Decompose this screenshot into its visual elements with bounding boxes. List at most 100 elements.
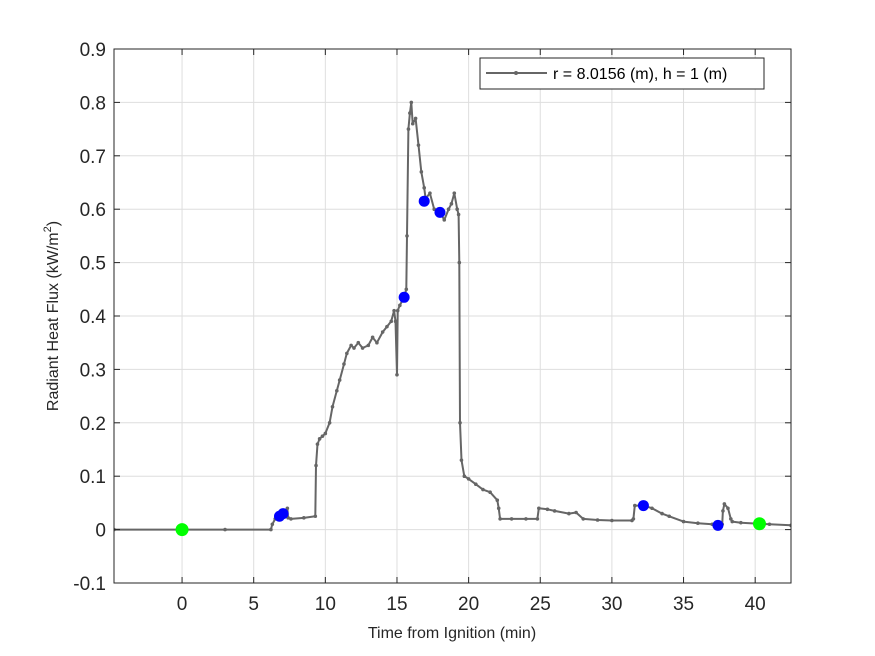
data-point — [581, 517, 586, 521]
axis-ticks — [114, 48, 791, 584]
data-point — [408, 111, 412, 115]
data-point — [392, 308, 396, 313]
data-point — [395, 372, 399, 377]
data-point — [223, 527, 227, 532]
data-point — [660, 511, 664, 516]
data-point — [335, 388, 339, 393]
data-point — [385, 324, 389, 329]
data-point — [696, 521, 700, 525]
data-point — [721, 509, 725, 513]
data-point — [449, 202, 454, 206]
data-point — [667, 514, 672, 519]
y-tick-label: 0.4 — [80, 307, 107, 328]
data-point — [409, 100, 414, 105]
data-point — [393, 319, 398, 324]
data-point — [610, 518, 614, 523]
data-point — [633, 503, 637, 508]
data-point — [595, 518, 600, 522]
data-point — [337, 378, 342, 382]
data-point — [509, 517, 514, 521]
data-point — [726, 506, 730, 511]
event-marker — [637, 500, 649, 512]
x-tick-label: 10 — [315, 594, 336, 615]
y-tick-label: 0.7 — [80, 147, 106, 168]
data-point — [404, 287, 409, 292]
data-point — [422, 186, 427, 190]
data-point — [405, 234, 409, 238]
data-point — [345, 351, 349, 356]
data-point — [410, 121, 415, 126]
data-point — [545, 507, 550, 512]
data-point — [380, 330, 385, 334]
data-point — [398, 303, 402, 308]
event-marker — [277, 508, 289, 520]
data-point — [313, 514, 318, 519]
x-tick-label: 0 — [177, 594, 188, 615]
data-point — [552, 509, 557, 513]
event-marker — [398, 291, 410, 303]
data-point — [457, 260, 462, 265]
data-point — [342, 362, 346, 366]
data-point — [285, 506, 290, 511]
data-point — [452, 191, 457, 195]
x-tick-label: 5 — [248, 594, 259, 615]
data-point — [320, 434, 325, 438]
plot-area — [114, 100, 791, 537]
event-markers — [175, 195, 766, 537]
boundary-marker — [175, 523, 189, 537]
data-point — [389, 319, 394, 324]
data-point — [375, 340, 379, 345]
grid-lines — [114, 48, 791, 584]
data-point — [537, 506, 541, 511]
data-point — [366, 343, 371, 348]
data-point — [314, 463, 318, 468]
data-point — [767, 522, 772, 527]
x-tick-label: 25 — [530, 594, 551, 615]
data-point — [442, 218, 447, 222]
data-point — [395, 308, 400, 313]
data-point — [416, 143, 421, 147]
boundary-marker — [752, 517, 766, 531]
data-point — [370, 335, 375, 340]
y-tick-label: 0.5 — [80, 254, 106, 275]
data-point — [456, 212, 461, 217]
data-point — [330, 404, 335, 409]
event-marker — [712, 519, 724, 531]
x-axis-label: Time from Ignition (min) — [368, 625, 536, 642]
data-point — [269, 527, 273, 532]
legend: r = 8.0156 (m), h = 1 (m) — [479, 57, 765, 90]
data-point — [270, 522, 275, 527]
x-tick-label: 40 — [745, 594, 766, 615]
data-point — [722, 502, 727, 506]
data-point — [495, 498, 500, 503]
data-point — [455, 207, 459, 211]
y-tick-label: 0.8 — [80, 93, 106, 114]
data-point — [729, 517, 733, 521]
legend-dot-swatch — [514, 71, 518, 75]
y-tick-labels: -0.1 0 0.1 0.2 0.3 0.4 0.5 0.6 0.7 0.8 0.9 — [73, 40, 106, 595]
y-tick-label: 0.6 — [80, 200, 106, 221]
data-point — [317, 437, 322, 441]
y-tick-label: 0.2 — [80, 414, 106, 435]
data-point — [524, 517, 528, 521]
data-point — [428, 191, 432, 195]
data-point — [446, 207, 451, 211]
data-point — [481, 487, 485, 492]
data-point — [496, 506, 501, 511]
data-point — [535, 517, 540, 521]
data-point — [315, 442, 320, 446]
data-point — [413, 116, 418, 121]
data-point — [631, 517, 636, 521]
data-point — [302, 516, 306, 520]
event-marker — [418, 195, 430, 207]
y-axis-label: Radiant Heat Flux (kW/m2) — [42, 221, 62, 411]
data-point — [681, 519, 686, 524]
data-point — [567, 511, 571, 516]
data-point — [498, 517, 502, 521]
event-marker — [434, 206, 446, 218]
x-tick-label: 30 — [601, 594, 622, 615]
data-point — [352, 346, 356, 350]
data-point — [462, 474, 467, 479]
legend-label: r = 8.0156 (m), h = 1 (m) — [553, 66, 727, 83]
data-point — [488, 490, 492, 495]
